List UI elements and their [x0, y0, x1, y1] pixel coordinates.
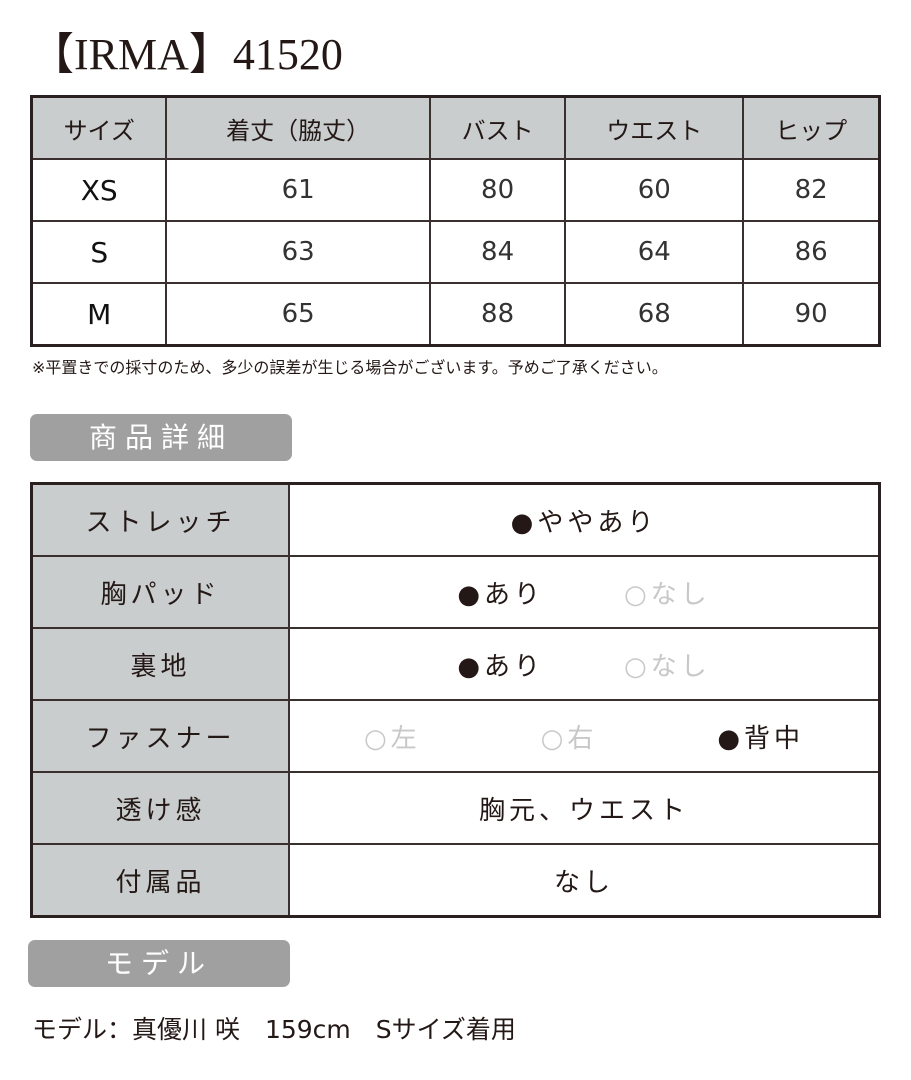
detail-option: ●あり — [457, 579, 544, 610]
size-cell: 90 — [742, 282, 881, 347]
size-cell: 86 — [742, 220, 881, 284]
detail-table: ストレッチ ●ややあり 胸パッド ●あり ○なし 裏地 ●あり ○なし ファスナー ○左 ○右 ●背中… — [30, 482, 881, 918]
size-cell: 60 — [564, 158, 745, 222]
size-cell: 88 — [428, 282, 567, 347]
size-header: サイズ — [30, 95, 168, 160]
detail-option: なし — [553, 867, 614, 898]
detail-label: ファスナー — [30, 699, 290, 773]
measurement-note: ※平置きでの採寸のため、多少の誤差が生じる場合がございます。予めご了承ください。 — [32, 358, 668, 377]
size-cell: 84 — [428, 220, 567, 284]
size-cell: M — [30, 282, 168, 347]
detail-label: 胸パッド — [30, 555, 290, 629]
size-cell: 80 — [428, 158, 567, 222]
page-title: 【IRMA】41520 — [30, 30, 343, 79]
detail-option: ○なし — [624, 651, 711, 682]
size-cell: XS — [30, 158, 168, 222]
size-header: ウエスト — [564, 95, 745, 160]
detail-option: ○右 — [540, 723, 598, 754]
detail-section-badge: 商品詳細 — [30, 414, 292, 461]
detail-label: 付属品 — [30, 843, 290, 918]
size-cell: 61 — [165, 158, 431, 222]
detail-value: ●あり ○なし — [288, 627, 881, 701]
detail-label: 透け感 — [30, 771, 290, 845]
size-cell: 64 — [564, 220, 745, 284]
size-row: S 63 84 64 86 — [30, 220, 881, 284]
size-header: ヒップ — [742, 95, 881, 160]
detail-value: なし — [288, 843, 881, 918]
size-cell: S — [30, 220, 168, 284]
size-table: サイズ 着丈（脇丈） バスト ウエスト ヒップ XS 61 80 60 82 S 63 84 64 86 M 6… — [30, 95, 881, 347]
detail-value: ○左 ○右 ●背中 — [288, 699, 881, 773]
size-cell: 82 — [742, 158, 881, 222]
detail-option: ○なし — [624, 579, 711, 610]
detail-label: ストレッチ — [30, 482, 290, 557]
detail-row: ストレッチ ●ややあり — [30, 482, 881, 557]
size-cell: 63 — [165, 220, 431, 284]
detail-row: 付属品 なし — [30, 843, 881, 918]
size-header: バスト — [428, 95, 567, 160]
size-cell: 65 — [165, 282, 431, 347]
detail-row: ファスナー ○左 ○右 ●背中 — [30, 699, 881, 773]
detail-row: 胸パッド ●あり ○なし — [30, 555, 881, 629]
detail-option: ●背中 — [717, 723, 805, 754]
detail-option: ○左 — [363, 723, 421, 754]
size-row: XS 61 80 60 82 — [30, 158, 881, 222]
detail-row: 裏地 ●あり ○なし — [30, 627, 881, 701]
model-section-badge: モデル — [28, 940, 290, 987]
detail-option: ●ややあり — [510, 507, 658, 538]
detail-value: ●あり ○なし — [288, 555, 881, 629]
detail-row: 透け感 胸元、ウエスト — [30, 771, 881, 845]
size-header: 着丈（脇丈） — [165, 95, 431, 160]
detail-value: 胸元、ウエスト — [288, 771, 881, 845]
detail-label: 裏地 — [30, 627, 290, 701]
size-row: M 65 88 68 90 — [30, 282, 881, 347]
model-info: モデル：真優川 咲 159cm Sサイズ着用 — [32, 1015, 516, 1044]
detail-value: ●ややあり — [288, 482, 881, 557]
detail-option: 胸元、ウエスト — [478, 795, 689, 826]
size-cell: 68 — [564, 282, 745, 347]
detail-option: ●あり — [457, 651, 544, 682]
